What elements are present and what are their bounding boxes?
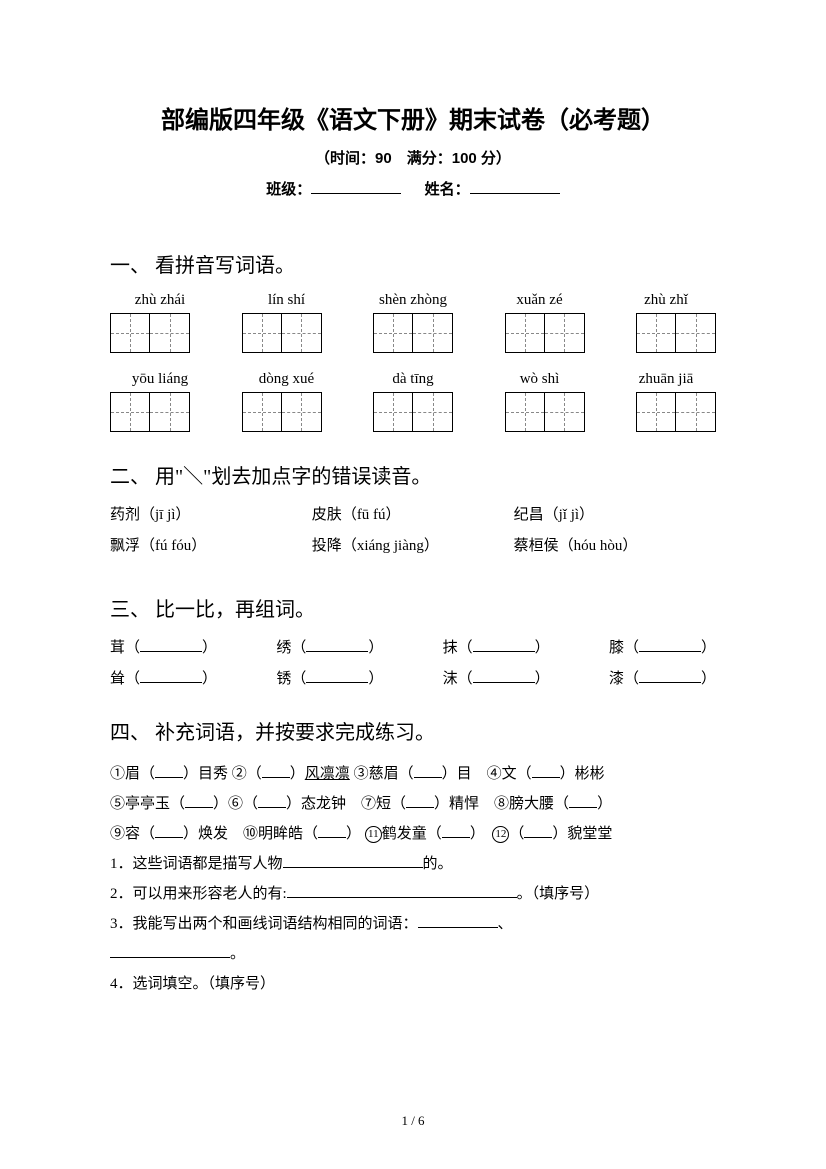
answer-blank[interactable] bbox=[639, 638, 701, 652]
pinyin-row-1: zhù zhái lín shí shèn zhòng xuǎn zé zhù … bbox=[110, 292, 716, 309]
q2-item: 投降（xiáng jiàng） bbox=[312, 534, 514, 555]
answer-blank[interactable] bbox=[110, 945, 230, 958]
answer-blank[interactable] bbox=[406, 795, 434, 808]
answer-blank[interactable] bbox=[318, 825, 346, 838]
pinyin-cell: lín shí bbox=[237, 292, 337, 309]
char-box-pair[interactable] bbox=[242, 313, 322, 353]
section-2-heading: 二、 用"＼"划去加点字的错误读音。 bbox=[110, 460, 716, 489]
answer-blank[interactable] bbox=[185, 795, 213, 808]
name-label: 姓名： bbox=[425, 181, 470, 198]
char-box-pair[interactable] bbox=[373, 313, 453, 353]
circled-number-12: 12 bbox=[492, 826, 509, 843]
answer-blank[interactable] bbox=[532, 765, 560, 778]
answer-blank[interactable] bbox=[258, 795, 286, 808]
answer-blank[interactable] bbox=[473, 669, 535, 683]
boxes-row-1 bbox=[110, 313, 716, 353]
pinyin-cell: dà tīng bbox=[363, 371, 463, 388]
answer-blank[interactable] bbox=[473, 638, 535, 652]
pinyin-cell: zhuān jiā bbox=[616, 371, 716, 388]
pinyin-cell: zhù zhái bbox=[110, 292, 210, 309]
char-box-pair[interactable] bbox=[242, 392, 322, 432]
answer-blank[interactable] bbox=[155, 825, 183, 838]
student-info-line: 班级： 姓名： bbox=[110, 178, 716, 199]
answer-blank[interactable] bbox=[414, 765, 442, 778]
q2-item: 飘浮（fú fóu） bbox=[110, 534, 312, 555]
pinyin-cell: dòng xué bbox=[237, 371, 337, 388]
q4-sub-2: 2．可以用来形容老人的有:。（填序号） bbox=[110, 879, 716, 909]
answer-blank[interactable] bbox=[283, 855, 423, 868]
q3-row-2: 耸（） 锈（） 沫（） 漆（） bbox=[110, 667, 716, 688]
section-4-body: ①眉（）目秀 ②（）风凛凛 ③慈眉（）目 ④文（）彬彬 ⑤亭亭玉（）⑥（）态龙钟… bbox=[110, 759, 716, 999]
section-2-grid: 药剂（jī jì） 皮肤（fū fú） 纪昌（jǐ jì） 飘浮（fú fóu）… bbox=[110, 503, 716, 565]
answer-blank[interactable] bbox=[155, 765, 183, 778]
q2-item: 药剂（jī jì） bbox=[110, 503, 312, 524]
class-label: 班级： bbox=[266, 181, 311, 198]
answer-blank[interactable] bbox=[639, 669, 701, 683]
section-1-heading: 一、 看拼音写词语。 bbox=[110, 249, 716, 278]
pinyin-cell: wò shì bbox=[490, 371, 590, 388]
q3-row-1: 茸（） 绣（） 抹（） 膝（） bbox=[110, 636, 716, 657]
circled-number-11: 11 bbox=[365, 826, 382, 843]
page-title: 部编版四年级《语文下册》期末试卷（必考题） bbox=[110, 100, 716, 135]
section-4-heading: 四、 补充词语，并按要求完成练习。 bbox=[110, 716, 716, 745]
page-footer: 1 / 6 bbox=[0, 1113, 826, 1129]
answer-blank[interactable] bbox=[524, 825, 552, 838]
class-blank[interactable] bbox=[311, 180, 401, 194]
pinyin-cell: yōu liáng bbox=[110, 371, 210, 388]
q4-sub-1: 1．这些词语都是描写人物的。 bbox=[110, 849, 716, 879]
pinyin-row-2: yōu liáng dòng xué dà tīng wò shì zhuān … bbox=[110, 371, 716, 388]
answer-blank[interactable] bbox=[262, 765, 290, 778]
answer-blank[interactable] bbox=[442, 825, 470, 838]
char-box-pair[interactable] bbox=[505, 313, 585, 353]
char-box-pair[interactable] bbox=[110, 313, 190, 353]
pinyin-cell: xuǎn zé bbox=[490, 292, 590, 309]
char-box-pair[interactable] bbox=[505, 392, 585, 432]
name-blank[interactable] bbox=[470, 180, 560, 194]
q4-line-2: ⑤亭亭玉（）⑥（）态龙钟 ⑦短（）精悍 ⑧膀大腰（） bbox=[110, 789, 716, 819]
answer-blank[interactable] bbox=[569, 795, 597, 808]
pinyin-cell: shèn zhòng bbox=[363, 292, 463, 309]
char-box-pair[interactable] bbox=[636, 313, 716, 353]
boxes-row-2 bbox=[110, 392, 716, 432]
q4-line-3: ⑨容（）焕发 ⑩明眸皓（） 11鹤发童（） 12（）貌堂堂 bbox=[110, 819, 716, 849]
q4-sub-3b: 。 bbox=[110, 939, 716, 969]
q2-item: 蔡桓侯（hóu hòu） bbox=[514, 534, 716, 555]
page-subtitle: （时间：90 满分：100 分） bbox=[110, 147, 716, 168]
q4-line-1: ①眉（）目秀 ②（）风凛凛 ③慈眉（）目 ④文（）彬彬 bbox=[110, 759, 716, 789]
pinyin-cell: zhù zhǐ bbox=[616, 292, 716, 309]
char-box-pair[interactable] bbox=[636, 392, 716, 432]
char-box-pair[interactable] bbox=[110, 392, 190, 432]
answer-blank[interactable] bbox=[140, 638, 202, 652]
q2-item: 纪昌（jǐ jì） bbox=[514, 503, 716, 524]
answer-blank[interactable] bbox=[306, 669, 368, 683]
q4-sub-4: 4．选词填空。（填序号） bbox=[110, 969, 716, 999]
section-3-heading: 三、 比一比，再组词。 bbox=[110, 593, 716, 622]
answer-blank[interactable] bbox=[418, 915, 498, 928]
char-box-pair[interactable] bbox=[373, 392, 453, 432]
q2-item: 皮肤（fū fú） bbox=[312, 503, 514, 524]
answer-blank[interactable] bbox=[140, 669, 202, 683]
q4-sub-3: 3．我能写出两个和画线词语结构相同的词语：、 bbox=[110, 909, 716, 939]
answer-blank[interactable] bbox=[306, 638, 368, 652]
answer-blank[interactable] bbox=[287, 885, 517, 898]
